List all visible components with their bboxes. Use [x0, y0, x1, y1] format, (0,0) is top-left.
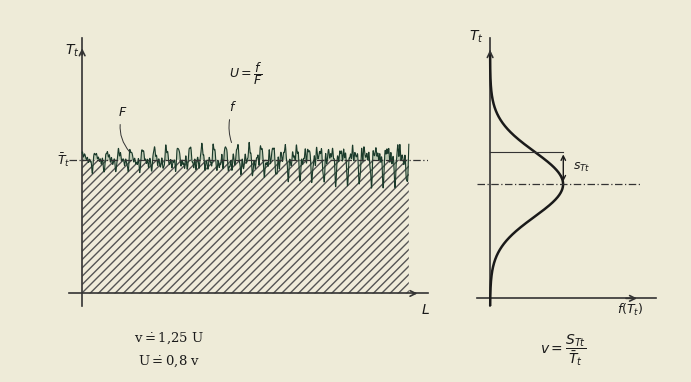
Text: $s_{Tt}$: $s_{Tt}$: [574, 161, 591, 175]
Text: $v=\dfrac{S_{Tt}}{\bar{T}_t}$: $v=\dfrac{S_{Tt}}{\bar{T}_t}$: [540, 332, 586, 367]
Text: $\bar{T}_t$: $\bar{T}_t$: [57, 151, 70, 168]
Text: $L$: $L$: [421, 303, 430, 317]
Text: $f$: $f$: [229, 100, 237, 142]
Text: v$\dot{=}$1,25 U: v$\dot{=}$1,25 U: [134, 330, 205, 346]
Text: $U=\dfrac{f}{F}$: $U=\dfrac{f}{F}$: [229, 60, 263, 87]
Text: $f(T_t)$: $f(T_t)$: [616, 302, 643, 318]
Text: $F$: $F$: [118, 106, 129, 152]
Text: $T_t$: $T_t$: [469, 29, 484, 45]
Text: U$\dot{=}$0,8 v: U$\dot{=}$0,8 v: [138, 353, 200, 369]
Text: $T_t$: $T_t$: [65, 42, 79, 58]
